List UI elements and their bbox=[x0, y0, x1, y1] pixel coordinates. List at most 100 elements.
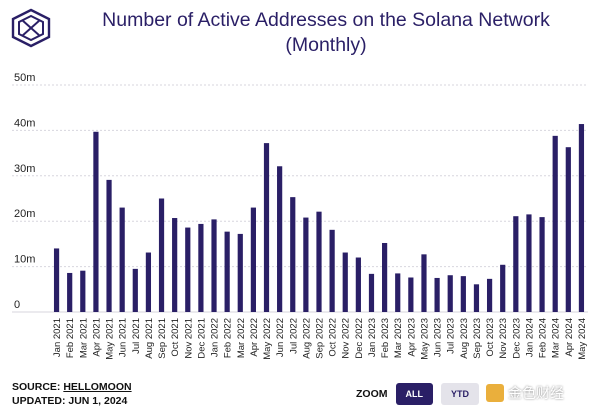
x-tick-label: Sep 2023 bbox=[472, 318, 483, 359]
zoom-ytd-button[interactable]: YTD bbox=[441, 383, 479, 405]
y-tick-label: 20m bbox=[14, 208, 35, 220]
watermark: 金色财经 bbox=[486, 381, 564, 405]
bar[interactable] bbox=[473, 284, 480, 312]
bar[interactable] bbox=[316, 211, 322, 312]
bar[interactable] bbox=[434, 277, 440, 312]
x-tick-label: Oct 2022 bbox=[328, 318, 339, 357]
bar[interactable] bbox=[460, 276, 466, 312]
x-tick-label: Aug 2023 bbox=[459, 318, 470, 359]
x-tick-label: Dec 2021 bbox=[196, 318, 207, 359]
bar[interactable] bbox=[290, 197, 296, 312]
bar[interactable] bbox=[198, 223, 204, 312]
x-tick-label: Mar 2022 bbox=[236, 318, 247, 358]
bar[interactable] bbox=[539, 217, 545, 312]
bar[interactable] bbox=[421, 254, 427, 312]
x-tick-label: Sep 2021 bbox=[157, 318, 168, 359]
x-tick-label: Dec 2023 bbox=[511, 318, 522, 359]
zoom-all-button[interactable]: ALL bbox=[395, 383, 433, 405]
x-tick-label: Apr 2022 bbox=[249, 318, 260, 357]
x-tick-label: May 2024 bbox=[577, 318, 588, 360]
x-tick-label: Oct 2021 bbox=[170, 318, 181, 357]
bar[interactable] bbox=[355, 257, 361, 312]
x-tick-label: Jul 2021 bbox=[131, 318, 142, 354]
x-tick-label: Apr 2023 bbox=[406, 318, 417, 357]
bar[interactable] bbox=[368, 273, 375, 312]
x-tick-label: Feb 2024 bbox=[538, 318, 549, 358]
zoom-controls: ZOOM ALL YTD bbox=[356, 382, 479, 406]
bar[interactable] bbox=[132, 268, 138, 312]
bar-chart: 0 10m 20m 30m 40m 50m Jan 2021 Feb 2021 Mar 2021… bbox=[12, 72, 588, 360]
source-line: SOURCE: HELLOMOON bbox=[12, 380, 132, 394]
bar[interactable] bbox=[447, 275, 453, 312]
bar[interactable] bbox=[552, 135, 558, 312]
x-tick-label: Sep 2022 bbox=[315, 318, 326, 359]
bar[interactable] bbox=[408, 277, 414, 312]
bar[interactable] bbox=[237, 233, 243, 312]
y-tick-label: 10m bbox=[14, 254, 35, 266]
y-tick-label: 50m bbox=[14, 72, 35, 84]
x-tick-label: Apr 2024 bbox=[564, 318, 575, 357]
bar[interactable] bbox=[277, 166, 283, 312]
x-tick-label: Nov 2021 bbox=[183, 318, 194, 359]
x-tick-label: Jun 2021 bbox=[118, 318, 129, 357]
bar[interactable] bbox=[500, 264, 506, 312]
x-tick-label: May 2022 bbox=[262, 318, 273, 360]
chart-title-line2: (Monthly) bbox=[285, 34, 367, 56]
x-tick-label: Mar 2024 bbox=[551, 318, 562, 358]
bar[interactable] bbox=[526, 214, 532, 312]
watermark-logo-icon bbox=[486, 384, 504, 402]
bar[interactable] bbox=[158, 198, 165, 313]
bar[interactable] bbox=[80, 270, 86, 312]
x-tick-label: Mar 2023 bbox=[393, 318, 404, 358]
y-tick-label: 40m bbox=[14, 117, 35, 129]
source-prefix: SOURCE: bbox=[12, 381, 64, 393]
x-tick-label: Jun 2022 bbox=[275, 318, 286, 357]
bar[interactable] bbox=[106, 179, 112, 312]
chart-title-line1: Number of Active Addresses on the Solana… bbox=[102, 9, 550, 31]
x-tick-label: May 2021 bbox=[105, 318, 116, 360]
hellomoon-logo-icon bbox=[11, 8, 51, 48]
updated-date: UPDATED: JUN 1, 2024 bbox=[12, 395, 128, 407]
x-tick-label: Feb 2021 bbox=[65, 318, 76, 358]
bar[interactable] bbox=[53, 248, 60, 312]
bar[interactable] bbox=[263, 143, 270, 312]
x-tick-label: Jul 2022 bbox=[288, 318, 299, 354]
x-tick-label: May 2023 bbox=[419, 318, 430, 360]
bar[interactable] bbox=[513, 216, 519, 312]
chart-footer: SOURCE: HELLOMOON UPDATED: JUN 1, 2024 bbox=[12, 380, 132, 408]
bar[interactable] bbox=[119, 207, 125, 312]
x-tick-label: Jul 2023 bbox=[446, 318, 457, 354]
chart-title: Number of Active Addresses on the Solana… bbox=[62, 8, 590, 58]
bar[interactable] bbox=[224, 231, 230, 312]
bar[interactable] bbox=[565, 147, 571, 312]
bar[interactable] bbox=[185, 227, 191, 312]
bar[interactable] bbox=[250, 207, 256, 312]
x-tick-label: Nov 2023 bbox=[498, 318, 509, 359]
source-link[interactable]: HELLOMOON bbox=[63, 381, 132, 393]
bar[interactable] bbox=[145, 252, 152, 312]
bar[interactable] bbox=[172, 218, 178, 312]
x-tick-label: Mar 2021 bbox=[78, 318, 89, 358]
y-tick-label: 0 bbox=[14, 299, 20, 311]
bar[interactable] bbox=[578, 124, 585, 312]
x-tick-label: Jan 2023 bbox=[367, 318, 378, 357]
x-tick-label: Jun 2023 bbox=[433, 318, 444, 357]
bar[interactable] bbox=[67, 272, 73, 312]
bar[interactable] bbox=[329, 229, 335, 312]
x-tick-label: Jan 2022 bbox=[210, 318, 221, 357]
x-tick-label: Jan 2024 bbox=[524, 318, 535, 357]
bar[interactable] bbox=[93, 131, 99, 312]
bar[interactable] bbox=[342, 252, 348, 312]
x-tick-label: Nov 2022 bbox=[341, 318, 352, 359]
zoom-label: ZOOM bbox=[356, 388, 388, 400]
x-tick-label: Oct 2023 bbox=[485, 318, 496, 357]
bar[interactable] bbox=[395, 273, 401, 312]
x-tick-label: Dec 2022 bbox=[354, 318, 365, 359]
bar[interactable] bbox=[211, 219, 217, 312]
x-tick-label: Jan 2021 bbox=[52, 318, 63, 357]
bar[interactable] bbox=[486, 278, 493, 312]
x-tick-label: Aug 2022 bbox=[301, 318, 312, 359]
bar[interactable] bbox=[303, 217, 309, 312]
bar[interactable] bbox=[382, 242, 388, 312]
x-tick-label: Feb 2023 bbox=[380, 318, 391, 358]
